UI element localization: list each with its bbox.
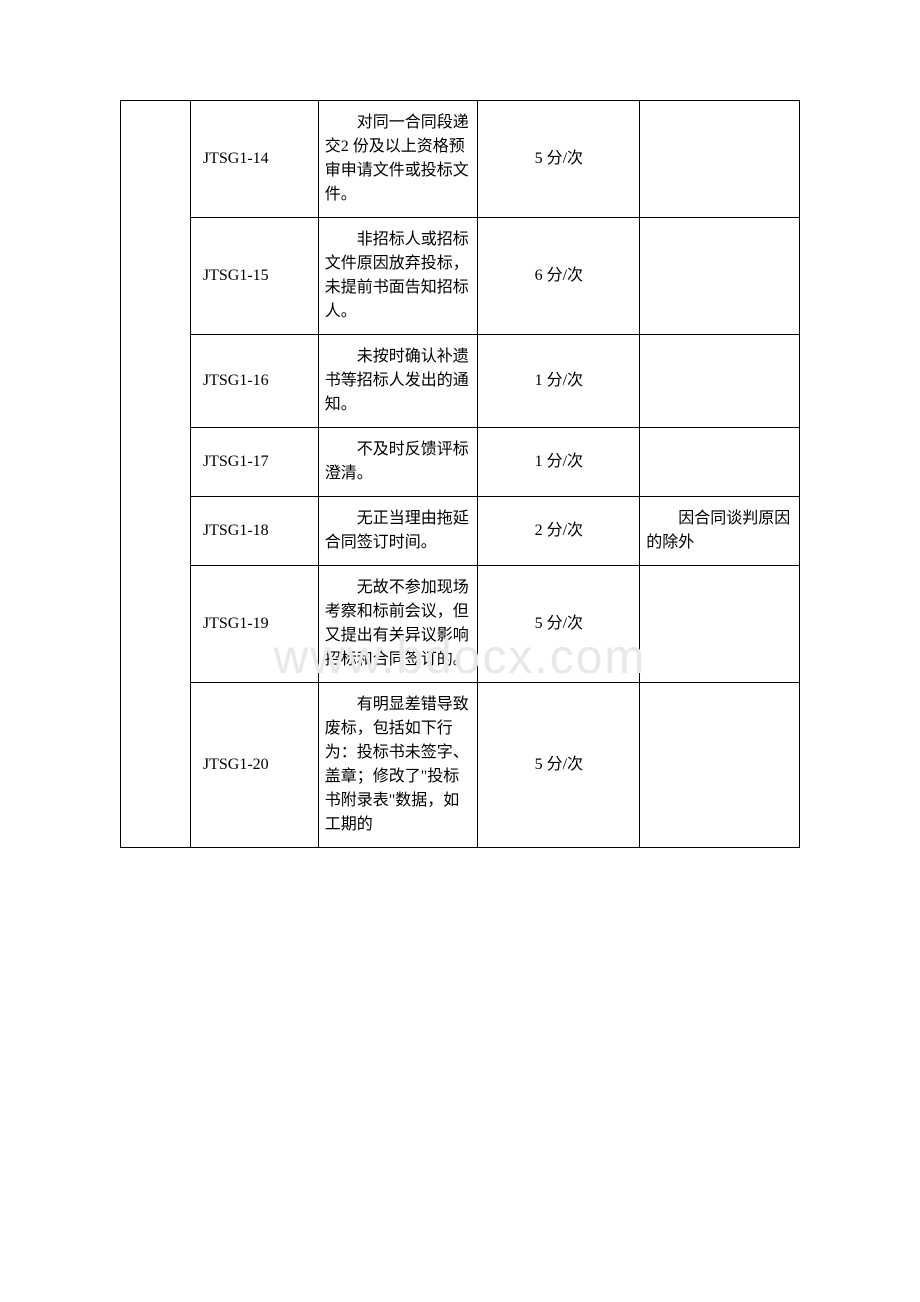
penalty-cell: 5 分/次 bbox=[478, 683, 640, 848]
code-cell: JTSG1-17 bbox=[190, 428, 318, 497]
code-cell: JTSG1-15 bbox=[190, 218, 318, 335]
code-cell: JTSG1-16 bbox=[190, 335, 318, 428]
note-cell bbox=[640, 101, 800, 218]
note-cell: 因合同谈判原因的除外 bbox=[640, 497, 800, 566]
penalty-cell: 6 分/次 bbox=[478, 218, 640, 335]
note-cell bbox=[640, 428, 800, 497]
description-cell: 对同一合同段递交2 份及以上资格预审申请文件或投标文件。 bbox=[318, 101, 478, 218]
code-cell: JTSG1-19 bbox=[190, 566, 318, 683]
table-row: JTSG1-19 无故不参加现场考察和标前会议，但又提出有关异议影响招标和合同签… bbox=[121, 566, 800, 683]
code-cell: JTSG1-18 bbox=[190, 497, 318, 566]
table-row: JTSG1-18 无正当理由拖延合同签订时间。 2 分/次 因合同谈判原因的除外 bbox=[121, 497, 800, 566]
penalty-cell: 1 分/次 bbox=[478, 428, 640, 497]
note-cell bbox=[640, 566, 800, 683]
description-cell: 无故不参加现场考察和标前会议，但又提出有关异议影响招标和合同签订的。 bbox=[318, 566, 478, 683]
description-cell: 不及时反馈评标澄清。 bbox=[318, 428, 478, 497]
category-cell bbox=[121, 101, 191, 848]
penalty-table: JTSG1-14 对同一合同段递交2 份及以上资格预审申请文件或投标文件。 5 … bbox=[120, 100, 800, 848]
note-cell bbox=[640, 218, 800, 335]
table-row: JTSG1-20 有明显差错导致废标，包括如下行为：投标书未签字、盖章；修改了"… bbox=[121, 683, 800, 848]
description-cell: 未按时确认补遗书等招标人发出的通知。 bbox=[318, 335, 478, 428]
note-cell bbox=[640, 683, 800, 848]
table-row: JTSG1-14 对同一合同段递交2 份及以上资格预审申请文件或投标文件。 5 … bbox=[121, 101, 800, 218]
penalty-cell: 2 分/次 bbox=[478, 497, 640, 566]
penalty-cell: 1 分/次 bbox=[478, 335, 640, 428]
penalty-cell: 5 分/次 bbox=[478, 566, 640, 683]
table-container: www.bdocx.com JTSG1-14 对同一合同段递交2 份及以上资格预… bbox=[120, 100, 800, 848]
table-row: JTSG1-17 不及时反馈评标澄清。 1 分/次 bbox=[121, 428, 800, 497]
penalty-cell: 5 分/次 bbox=[478, 101, 640, 218]
description-cell: 非招标人或招标文件原因放弃投标，未提前书面告知招标人。 bbox=[318, 218, 478, 335]
description-cell: 有明显差错导致废标，包括如下行为：投标书未签字、盖章；修改了"投标书附录表"数据… bbox=[318, 683, 478, 848]
table-row: JTSG1-15 非招标人或招标文件原因放弃投标，未提前书面告知招标人。 6 分… bbox=[121, 218, 800, 335]
code-cell: JTSG1-20 bbox=[190, 683, 318, 848]
table-row: JTSG1-16 未按时确认补遗书等招标人发出的通知。 1 分/次 bbox=[121, 335, 800, 428]
code-cell: JTSG1-14 bbox=[190, 101, 318, 218]
note-cell bbox=[640, 335, 800, 428]
description-cell: 无正当理由拖延合同签订时间。 bbox=[318, 497, 478, 566]
